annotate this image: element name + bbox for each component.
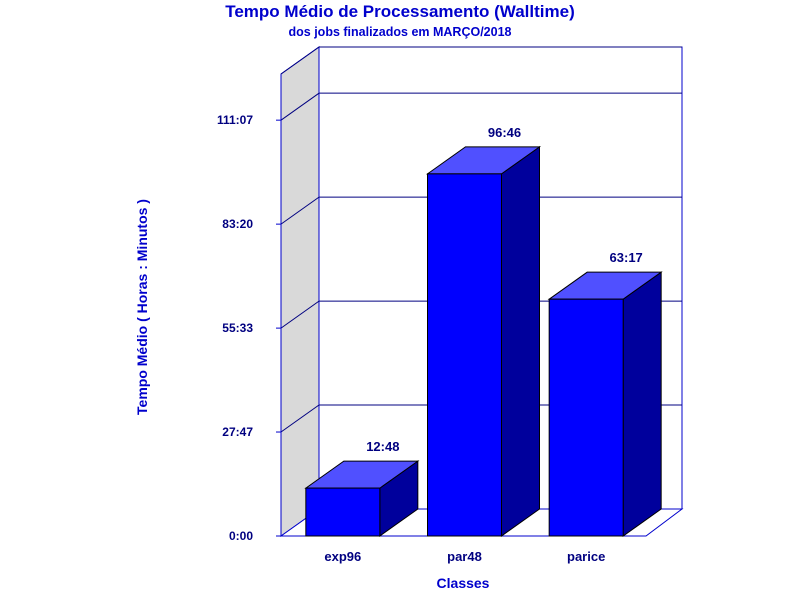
bar-side xyxy=(501,145,540,537)
bar-value-label: 12:48 xyxy=(366,439,399,454)
bar-value-label: 96:46 xyxy=(488,125,521,140)
y-tick-label: 55:33 xyxy=(222,321,253,335)
y-tick-label: 111:07 xyxy=(217,113,253,127)
bar-value-label: 63:17 xyxy=(610,250,643,265)
gridline-diagonal xyxy=(280,196,320,225)
y-axis-title: Tempo Médio ( Horas : Minutos ) xyxy=(134,199,150,415)
y-tick-label: 0:00 xyxy=(229,529,253,543)
chart-subtitle: dos jobs finalizados em MARÇO/2018 xyxy=(289,25,512,39)
gridline-diagonal xyxy=(280,92,320,121)
bar-exp96 xyxy=(305,487,381,537)
side-wall xyxy=(280,46,320,537)
chart-title: Tempo Médio de Processamento (Walltime) xyxy=(225,2,575,21)
x-tick-label: exp96 xyxy=(324,549,361,564)
bar-side xyxy=(622,271,662,537)
bar-parice xyxy=(548,298,624,537)
bar-par48 xyxy=(427,173,502,537)
x-tick-label: par48 xyxy=(447,549,482,564)
x-axis-title: Classes xyxy=(437,575,490,591)
plot-area: 0:00 27:47 55:33 83:20 111:07 12:48 exp96 96:46… xyxy=(217,46,684,564)
gridline-diagonal xyxy=(280,46,320,75)
x-tick-label: parice xyxy=(567,549,605,564)
gridline-diagonal xyxy=(280,404,320,433)
gridline-diagonal xyxy=(280,300,320,329)
y-tick-label: 27:47 xyxy=(222,425,253,439)
y-tick-label: 83:20 xyxy=(222,217,253,231)
